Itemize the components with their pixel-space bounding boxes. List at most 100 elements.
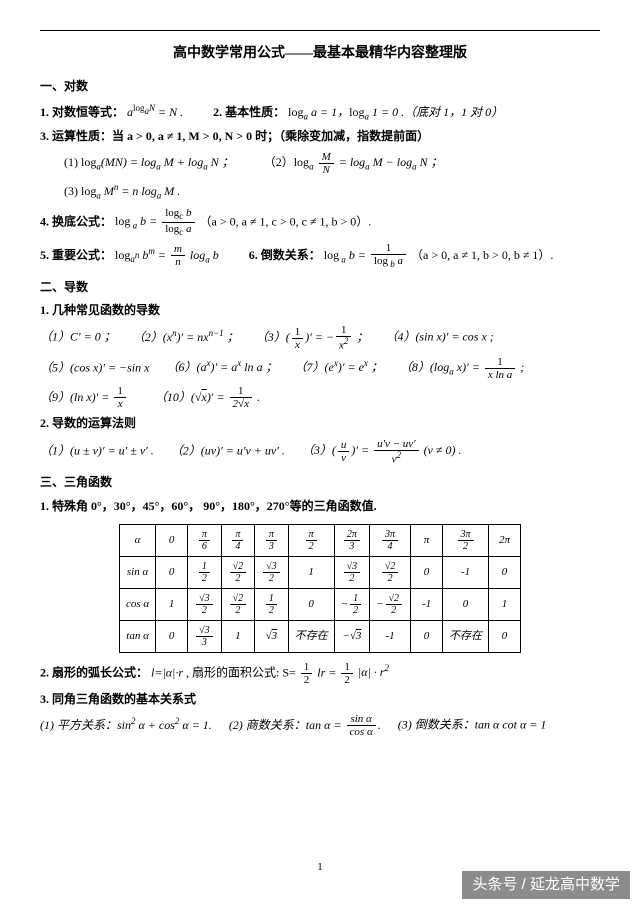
deriv-h2: 2. 导数的运算法则 — [40, 414, 600, 433]
t: 2 — [341, 674, 353, 686]
t: 1 — [301, 661, 313, 674]
t: , 扇形的面积公式: S= — [186, 665, 299, 679]
t: l=|α|·r — [151, 665, 183, 679]
t: α + cos — [136, 718, 175, 732]
t: b = — [137, 214, 160, 228]
table-cell: √22 — [370, 556, 411, 588]
t: a — [309, 161, 314, 171]
t: （3）( — [256, 330, 290, 344]
t: （2）log — [264, 155, 309, 169]
t: 4. 换底公式： — [40, 214, 112, 228]
t: = n log — [118, 184, 156, 198]
t: ； — [368, 360, 383, 374]
t: (1) 平方关系：sin — [40, 718, 131, 732]
t: b — [388, 259, 395, 269]
table-cell: α — [119, 524, 155, 556]
t: log — [190, 248, 205, 262]
trig-table: α0π6π4π3π22π33π4π3π22πsin α012√22√321√32… — [119, 524, 521, 653]
t: u — [338, 439, 350, 452]
t: （3）( — [302, 443, 336, 457]
t: （5）(cos x)′ = −sin x — [40, 360, 149, 374]
t: 1 = 0 .（底对 1，1 对 0） — [369, 105, 503, 119]
table-cell: √22 — [221, 588, 255, 620]
t: 2 — [397, 450, 402, 460]
table-cell: 1 — [288, 556, 334, 588]
trig-h1: 1. 特殊角 0°，30°，45°，60°， 90°，180°，270°等的三角… — [40, 497, 600, 516]
table-cell: tan α — [119, 620, 155, 652]
table-cell: 1 — [489, 588, 521, 620]
t: 2 — [233, 398, 239, 410]
t: M — [319, 151, 334, 164]
t: )′ = nx — [177, 330, 209, 344]
table-cell: 2π3 — [334, 524, 369, 556]
table-cell: √32 — [188, 588, 222, 620]
t: α = 1. — [179, 718, 211, 732]
t: a = 1， — [308, 105, 349, 119]
t: log — [288, 105, 303, 119]
t: N ； — [208, 155, 234, 169]
t: a — [395, 255, 403, 267]
t: (1) log — [64, 155, 96, 169]
t: ； — [353, 330, 368, 344]
deriv-row1: （1）C′ = 0 ； （2）(xn)′ = nxn−1 ； （3）(1x)′ … — [40, 324, 600, 352]
t: 1 — [371, 242, 406, 255]
t: log — [349, 105, 364, 119]
t: = N . — [155, 105, 183, 119]
table-cell: √22 — [221, 556, 255, 588]
t: M + log — [161, 155, 203, 169]
t: 6. 倒数关系： — [249, 248, 321, 262]
t: (3) 倒数关系：tan α cot α = 1 — [398, 718, 547, 732]
t: （7）(e — [295, 360, 334, 374]
t: （1）C′ = 0 ； — [40, 330, 116, 344]
t: 2. 扇形的弧长公式： — [40, 665, 148, 679]
table-cell: 1 — [221, 620, 255, 652]
table-cell: sin α — [119, 556, 155, 588]
t: x — [114, 398, 126, 410]
table-cell: 0 — [411, 556, 443, 588]
t: |α| · r — [358, 665, 385, 679]
table-cell: 不存在 — [443, 620, 489, 652]
t: （8）(log — [400, 360, 449, 374]
table-cell: 3π4 — [370, 524, 411, 556]
t: cos α — [347, 726, 376, 738]
t: b — [210, 248, 219, 262]
deriv-h1: 1. 几种常见函数的导数 — [40, 301, 600, 320]
table-cell: -1 — [443, 556, 489, 588]
table-cell: π — [411, 524, 443, 556]
table-cell: -1 — [370, 620, 411, 652]
t: )′ = — [351, 443, 372, 457]
t: log — [115, 214, 130, 228]
t: x ln a — [485, 369, 515, 381]
t: a — [183, 223, 191, 235]
table-cell: 0 — [489, 556, 521, 588]
section-deriv: 二、导数 — [40, 278, 600, 297]
t: v — [338, 452, 350, 464]
t: log — [165, 207, 179, 219]
table-cell: −√22 — [370, 588, 411, 620]
log-rules: 3. 运算性质：当 a > 0, a ≠ 1, M > 0, N > 0 时；（… — [40, 127, 600, 146]
t: (3) log — [64, 184, 96, 198]
t: （10）( — [155, 390, 195, 404]
table-cell: 2π — [489, 524, 521, 556]
t: 5. 重要公式： — [40, 248, 112, 262]
t: 2 — [301, 674, 313, 686]
t: 1 — [230, 385, 252, 398]
table-cell: 0 — [156, 524, 188, 556]
t: （1）(u ± v)′ = u′ ± v′ . — [40, 443, 154, 457]
t: log — [165, 223, 179, 235]
t: x — [244, 398, 249, 410]
t: ln a ； — [241, 360, 277, 374]
t: log — [324, 248, 339, 262]
table-cell: 0 — [411, 620, 443, 652]
t: b — [139, 248, 148, 262]
table-cell: 3π2 — [443, 524, 489, 556]
t: (MN) = log — [101, 155, 156, 169]
table-cell: −12 — [334, 588, 369, 620]
t: )′ = a — [210, 360, 237, 374]
t: = — [155, 248, 169, 262]
t: )′ = e — [338, 360, 364, 374]
watermark: 头条号 / 延龙高中数学 — [462, 871, 630, 899]
table-cell: √32 — [255, 556, 289, 588]
t: (v ≠ 0) . — [421, 443, 462, 457]
t: )′ = − — [305, 330, 334, 344]
